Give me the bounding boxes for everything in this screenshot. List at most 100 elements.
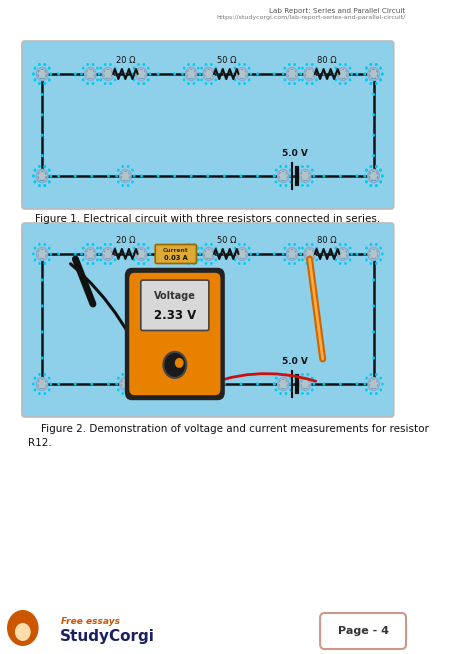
Circle shape [38, 184, 41, 187]
Circle shape [38, 82, 41, 85]
Circle shape [157, 383, 160, 386]
Circle shape [311, 82, 314, 85]
Circle shape [34, 67, 36, 69]
Circle shape [379, 181, 382, 183]
Circle shape [57, 383, 60, 386]
Circle shape [133, 78, 136, 81]
Circle shape [289, 383, 292, 386]
Circle shape [379, 78, 382, 81]
Circle shape [365, 377, 368, 379]
Text: 80 Ω: 80 Ω [317, 56, 337, 65]
Circle shape [232, 252, 235, 256]
Circle shape [44, 184, 46, 187]
Circle shape [333, 73, 336, 75]
Circle shape [283, 247, 286, 250]
Circle shape [289, 388, 292, 391]
Circle shape [306, 175, 309, 178]
Circle shape [370, 243, 372, 246]
Circle shape [370, 82, 372, 85]
Circle shape [115, 175, 118, 177]
Circle shape [107, 383, 110, 386]
Circle shape [339, 383, 342, 386]
Circle shape [297, 388, 300, 391]
Circle shape [238, 82, 241, 85]
Circle shape [311, 377, 314, 379]
Circle shape [291, 175, 293, 177]
Circle shape [44, 392, 46, 395]
Circle shape [86, 243, 89, 246]
Circle shape [307, 392, 309, 395]
Circle shape [273, 252, 275, 256]
Circle shape [375, 373, 378, 376]
Circle shape [249, 73, 252, 75]
Circle shape [183, 247, 185, 250]
Circle shape [181, 252, 184, 256]
Circle shape [379, 181, 382, 183]
Circle shape [205, 243, 207, 246]
Circle shape [275, 169, 277, 171]
Circle shape [304, 247, 315, 260]
Circle shape [121, 184, 124, 187]
Circle shape [335, 67, 337, 69]
Circle shape [48, 67, 51, 69]
Circle shape [121, 392, 124, 395]
Circle shape [234, 67, 236, 69]
Circle shape [248, 247, 250, 250]
Circle shape [114, 258, 116, 262]
Circle shape [370, 165, 372, 168]
Circle shape [38, 63, 41, 66]
Circle shape [289, 252, 292, 256]
Circle shape [300, 252, 302, 256]
FancyBboxPatch shape [320, 613, 406, 649]
Circle shape [133, 258, 136, 262]
Circle shape [86, 262, 89, 265]
Circle shape [136, 67, 147, 80]
Circle shape [74, 383, 77, 386]
Circle shape [365, 169, 368, 171]
Circle shape [248, 67, 250, 69]
Circle shape [187, 82, 190, 85]
Circle shape [210, 82, 213, 85]
Circle shape [91, 383, 93, 386]
Circle shape [210, 243, 213, 246]
Circle shape [91, 73, 93, 76]
Circle shape [44, 184, 46, 187]
Circle shape [36, 247, 48, 260]
FancyBboxPatch shape [125, 267, 225, 400]
Circle shape [223, 383, 226, 386]
Circle shape [34, 181, 36, 183]
Circle shape [124, 73, 127, 76]
Circle shape [279, 392, 282, 395]
Circle shape [234, 258, 236, 262]
Circle shape [32, 73, 35, 75]
Circle shape [100, 67, 102, 69]
Text: Lab Report: Series and Parallel Circuit: Lab Report: Series and Parallel Circuit [269, 8, 405, 14]
Circle shape [349, 67, 351, 69]
Circle shape [197, 78, 200, 81]
Circle shape [256, 175, 259, 178]
Circle shape [256, 252, 259, 256]
Circle shape [124, 383, 127, 386]
Circle shape [48, 181, 51, 183]
Circle shape [183, 67, 185, 69]
Circle shape [381, 252, 383, 256]
Circle shape [365, 78, 368, 81]
Circle shape [207, 383, 209, 386]
Circle shape [34, 388, 36, 391]
Circle shape [41, 93, 44, 96]
Circle shape [370, 63, 372, 66]
Circle shape [286, 247, 298, 260]
Circle shape [349, 247, 351, 250]
Circle shape [41, 154, 44, 157]
Circle shape [311, 181, 314, 183]
Text: 2.33 V: 2.33 V [154, 309, 196, 322]
Circle shape [239, 252, 242, 256]
Circle shape [289, 181, 292, 183]
Circle shape [300, 169, 311, 182]
Circle shape [140, 252, 143, 256]
Circle shape [34, 169, 36, 171]
Circle shape [50, 175, 52, 177]
Circle shape [370, 184, 372, 187]
Circle shape [32, 383, 35, 385]
Circle shape [181, 73, 184, 75]
